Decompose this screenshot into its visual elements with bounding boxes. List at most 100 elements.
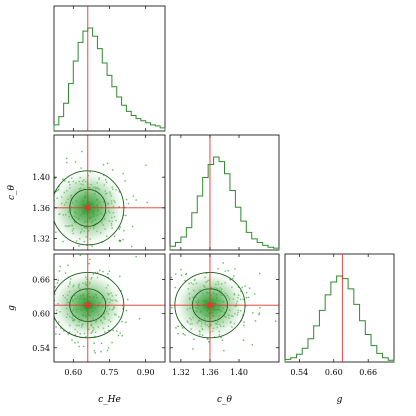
scatter-point [78, 345, 80, 348]
scatter-point [77, 341, 79, 343]
scatter-point [122, 238, 124, 241]
scatter-point [74, 161, 77, 163]
scatter-point [125, 309, 128, 312]
scatter-point [14, 233, 15, 234]
scatter-point [234, 268, 236, 270]
scatter-point [119, 275, 121, 278]
scatter-point [125, 321, 127, 323]
scatter-point [182, 333, 184, 335]
scatter-point [80, 252, 81, 253]
scatter-point [162, 307, 163, 308]
scatter-point [127, 298, 129, 301]
x-axis-label-c_theta: c_θ [217, 395, 233, 405]
scatter-point [94, 352, 96, 354]
scatter-point [67, 264, 69, 266]
joint-panel-c_He-g [40, 253, 166, 363]
scatter-point [227, 270, 230, 272]
scatter-point [40, 256, 41, 257]
scatter-point [167, 298, 168, 299]
scatter-point [52, 205, 53, 206]
panel-frame [169, 253, 280, 363]
scatter-point [221, 339, 224, 341]
scatter-point [55, 333, 57, 335]
scatter-point [88, 262, 90, 265]
scatter-point [64, 272, 67, 274]
scatter-point [40, 301, 41, 302]
scatter-point [78, 245, 80, 247]
x-axis-label-c_He: c_He [98, 395, 121, 405]
scatter-point [244, 285, 246, 287]
scatter-point [106, 162, 109, 165]
scatter-point [57, 279, 59, 281]
y-tick-label-c_theta: 1.36 [32, 204, 50, 213]
scatter-point [112, 329, 114, 332]
x-axis-label-g: g [337, 395, 343, 405]
scatter-point [43, 304, 44, 305]
scatter-point [193, 338, 195, 340]
scatter-point [51, 330, 52, 331]
scatter-point [259, 272, 261, 275]
x-tick-label-c_theta: 1.40 [230, 368, 248, 377]
scatter-point [123, 229, 125, 232]
scatter-point [124, 180, 126, 182]
scatter-point [192, 348, 194, 350]
scatter-point [175, 273, 177, 275]
scatter-point [125, 198, 128, 201]
scatter-point [65, 157, 68, 160]
hist-panel-c_theta [169, 134, 280, 251]
y-tick-label-c_theta: 1.40 [32, 173, 50, 182]
scatter-point [135, 199, 137, 201]
scatter-point [98, 269, 101, 272]
scatter-point [27, 213, 28, 214]
scatter-point [233, 275, 235, 277]
scatter-point [206, 250, 207, 251]
truth-marker [85, 302, 91, 308]
scatter-point [132, 195, 135, 197]
scatter-point [108, 270, 111, 272]
hist-panel-g [284, 253, 395, 363]
x-tick-label-g: 0.66 [359, 368, 377, 377]
scatter-point [145, 164, 147, 166]
scatter-point [259, 307, 261, 309]
scatter-point [74, 342, 76, 344]
scatter-point [224, 270, 227, 272]
panel-frame [53, 5, 166, 132]
scatter-point [41, 286, 42, 287]
scatter-point [247, 296, 250, 299]
scatter-point [167, 306, 168, 307]
scatter-point [58, 333, 61, 335]
scatter-point [51, 216, 52, 217]
truth-marker [207, 302, 213, 308]
scatter-point [245, 297, 248, 299]
scatter-point [117, 334, 120, 337]
scatter-point [248, 287, 251, 289]
scatter-point [246, 291, 248, 294]
scatter-point [48, 291, 49, 292]
scatter-point [107, 273, 109, 275]
scatter-point [241, 286, 243, 289]
scatter-point [252, 312, 254, 314]
scatter-point [106, 349, 109, 352]
scatter-point [55, 326, 57, 328]
scatter-point [166, 294, 167, 295]
scatter-point [66, 161, 68, 164]
scatter-point [89, 258, 91, 261]
scatter-point [80, 167, 82, 169]
scatter-point [174, 286, 177, 289]
scatter-point [208, 341, 210, 343]
scatter-point [198, 228, 199, 229]
scatter-point [254, 320, 257, 322]
scatter-point [138, 318, 141, 320]
scatter-point [107, 347, 110, 349]
truth-marker [85, 205, 91, 211]
scatter-point [58, 270, 61, 272]
scatter-point [121, 335, 123, 337]
scatter-point [159, 282, 160, 283]
scatter-point [127, 202, 130, 205]
scatter-point [93, 350, 95, 352]
scatter-point [62, 240, 64, 243]
scatter-point [59, 265, 61, 268]
axes-ticks: 0.60 0.75 0.90 c_He 1.32 1.36 1.40 c_θ 0.54 0.60 0… [7, 6, 377, 405]
scatter-point [121, 321, 123, 323]
